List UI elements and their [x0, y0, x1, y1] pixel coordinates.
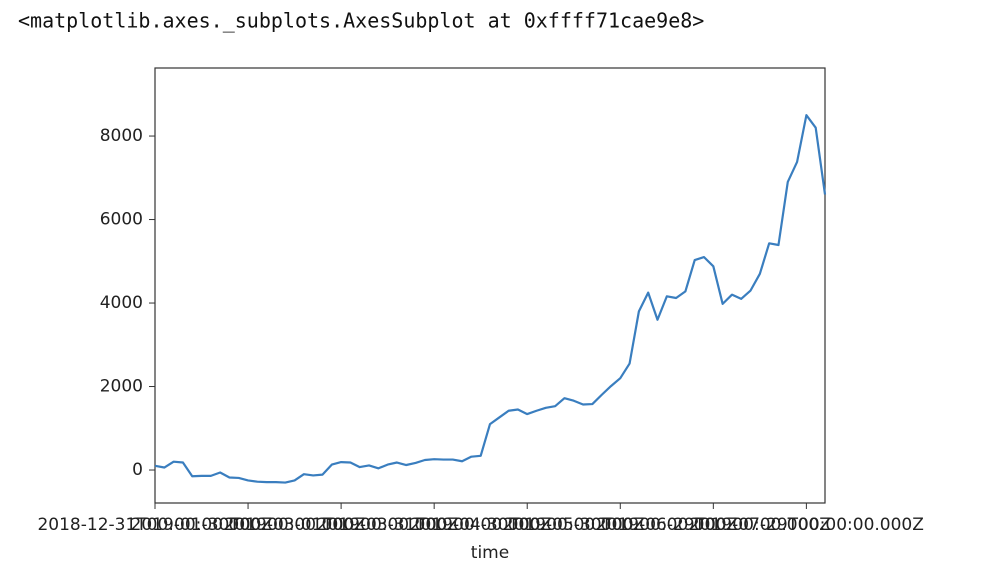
- y-tick-label: 2000: [100, 377, 143, 397]
- x-tick-label: 2019-07-29T00:00:00.000Z: [689, 515, 924, 535]
- y-tick-label: 4000: [100, 293, 143, 313]
- x-tick-label: 2019-03-01T00:00:00.000Z: [224, 515, 459, 535]
- x-tick-label: 2019-03-31T00:00:00.000Z: [317, 515, 552, 535]
- data-line: [154, 114, 827, 484]
- x-tick-label: 2018-12-31T00:00:00.000Z: [37, 515, 272, 535]
- y-tick-label: 8000: [100, 126, 143, 146]
- y-tick-label: 6000: [100, 210, 143, 230]
- x-tick-label: 2019-06-29T00:00:00.000Z: [596, 515, 831, 535]
- x-tick-label: 2019-01-30T00:00:00.000Z: [131, 515, 366, 535]
- axes-frame: [154, 67, 826, 504]
- x-tick-label: 2019-04-30T00:00:00.000Z: [410, 515, 645, 535]
- y-tick-label: 0: [132, 460, 143, 480]
- x-tick-label: 2019-05-30T00:00:00.000Z: [503, 515, 738, 535]
- output-text: <matplotlib.axes._subplots.AxesSubplot a…: [18, 9, 704, 33]
- x-axis-label: time: [471, 543, 509, 563]
